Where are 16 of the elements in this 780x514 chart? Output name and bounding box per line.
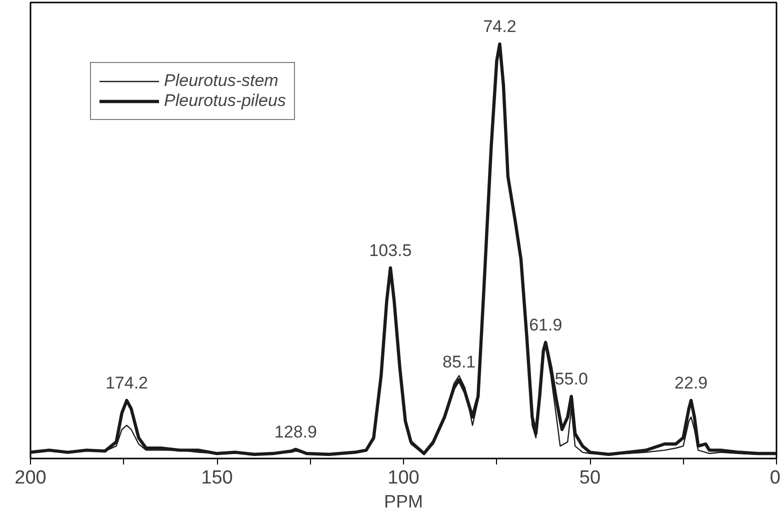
- legend-label: Pleurotus-pileus: [164, 91, 286, 111]
- annotation: 128.9: [274, 422, 317, 442]
- annotation: 55.0: [554, 369, 588, 388]
- x-tick-label: 100: [388, 468, 420, 488]
- x-tick-label: 200: [14, 468, 46, 488]
- annotation: 74.2: [483, 16, 516, 36]
- annotation: 22.9: [674, 373, 708, 392]
- annotation: 103.5: [369, 240, 412, 260]
- x-tick-label: 50: [579, 468, 601, 488]
- x-axis-title: PPM: [384, 492, 424, 512]
- x-tick-label: 150: [201, 468, 233, 488]
- annotation: 174.2: [105, 373, 148, 392]
- x-tick-label: 0: [770, 468, 780, 488]
- annotation: 61.9: [529, 315, 562, 334]
- legend-label: Pleurotus-stem: [164, 71, 278, 91]
- annotation: 85.1: [442, 352, 476, 372]
